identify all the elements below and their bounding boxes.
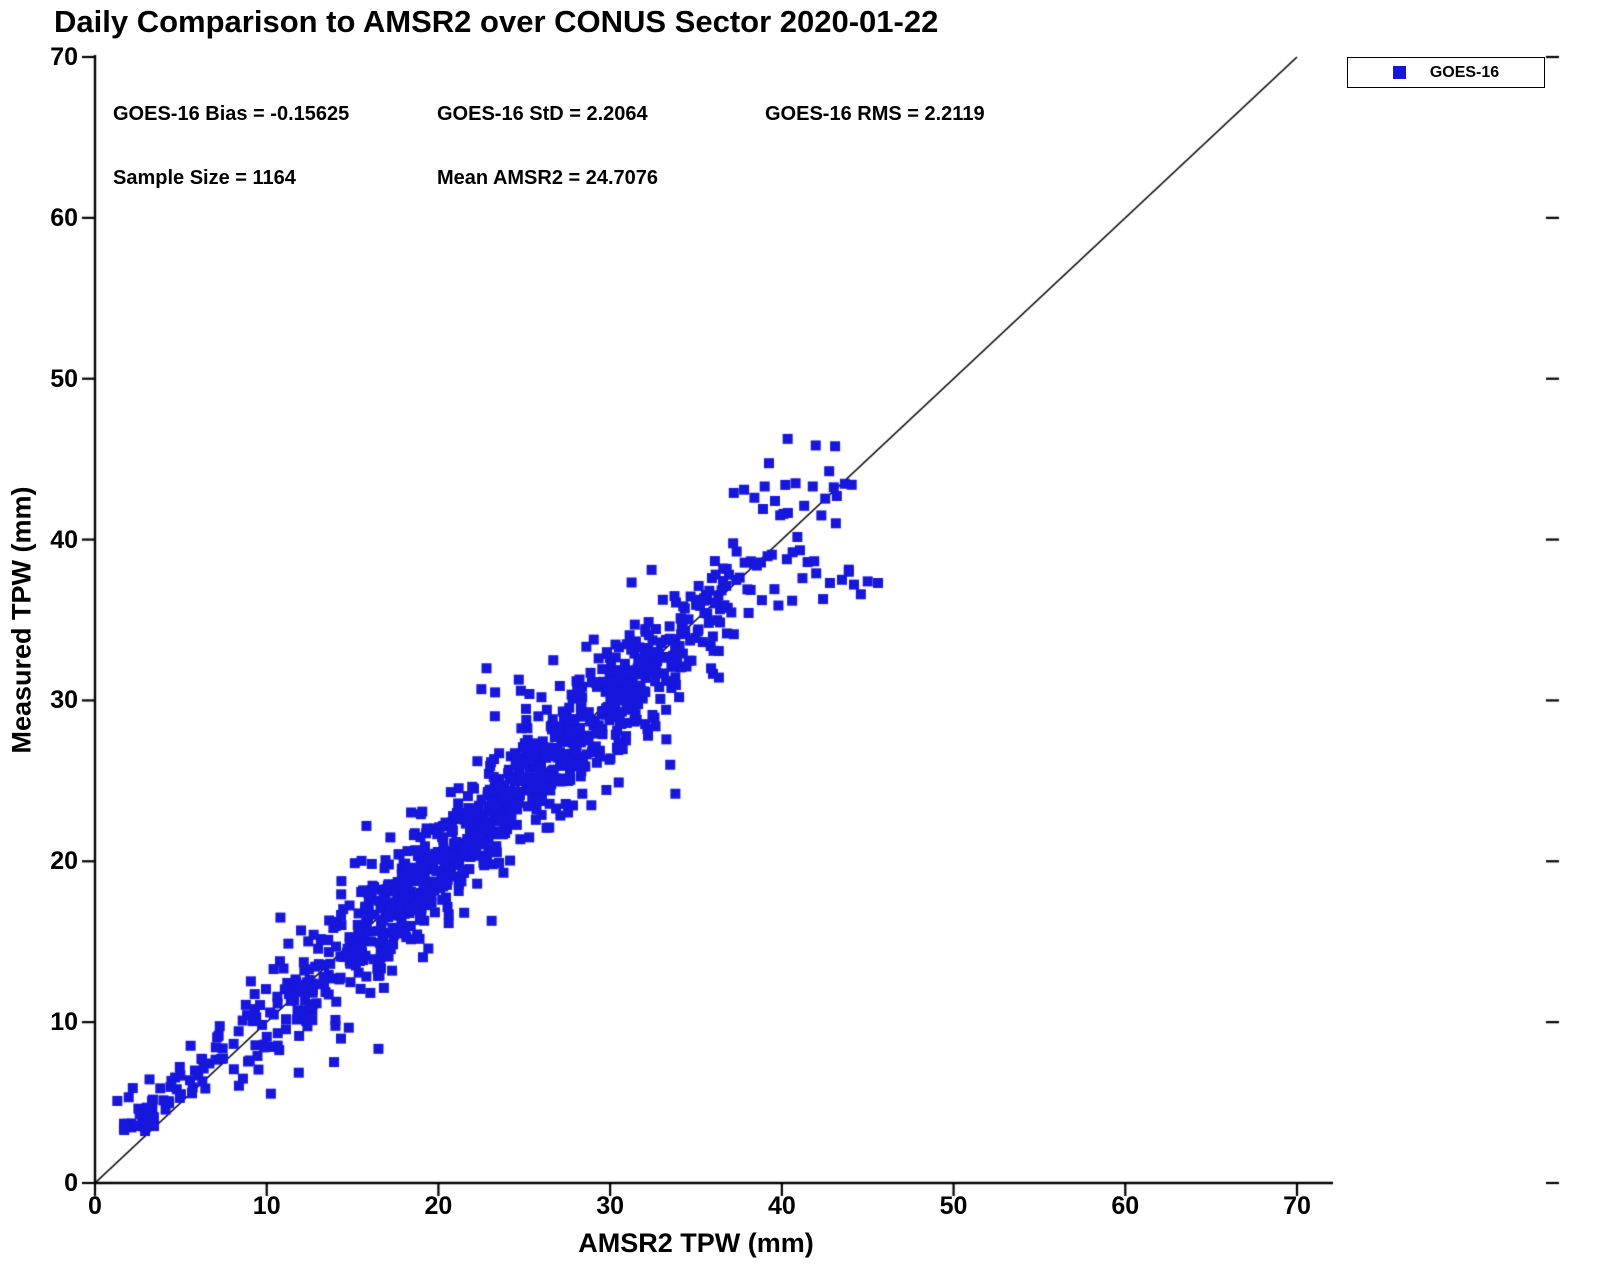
y-tick-label: 20	[50, 847, 78, 876]
y-tick-label: 10	[50, 1008, 78, 1037]
x-tick-label: 0	[88, 1192, 102, 1220]
legend-entry-label: GOES-16	[1429, 63, 1500, 81]
x-axis-label: AMSR2 TPW (mm)	[578, 1228, 814, 1258]
x-tick-label: 40	[767, 1192, 796, 1220]
y-tick-label: 60	[50, 203, 78, 232]
stat-std: GOES-16 StD = 2.2064	[437, 103, 648, 125]
x-tick-label: 30	[596, 1192, 625, 1220]
stat-bias: GOES-16 Bias = -0.15625	[113, 103, 350, 125]
x-tick-label: 70	[1283, 1192, 1311, 1220]
y-tick-label: 50	[50, 364, 78, 393]
x-tick-label: 20	[424, 1192, 453, 1220]
stat-rms: GOES-16 RMS = 2.2119	[765, 103, 985, 125]
y-tick-label: 40	[50, 525, 78, 554]
x-tick-label: 60	[1111, 1192, 1140, 1220]
y-tick-label: 30	[50, 686, 78, 715]
legend: GOES-16	[1347, 57, 1545, 88]
legend-marker-square-icon	[1392, 66, 1406, 79]
stat-sample-size: Sample Size = 1164	[113, 167, 296, 189]
x-tick-label: 10	[252, 1192, 281, 1220]
y-tick-label: 0	[64, 1169, 78, 1197]
y-tick-label: 70	[50, 43, 78, 71]
x-tick-label: 50	[939, 1192, 968, 1220]
stat-mean-amsr2: Mean AMSR2 = 24.7076	[437, 167, 659, 189]
